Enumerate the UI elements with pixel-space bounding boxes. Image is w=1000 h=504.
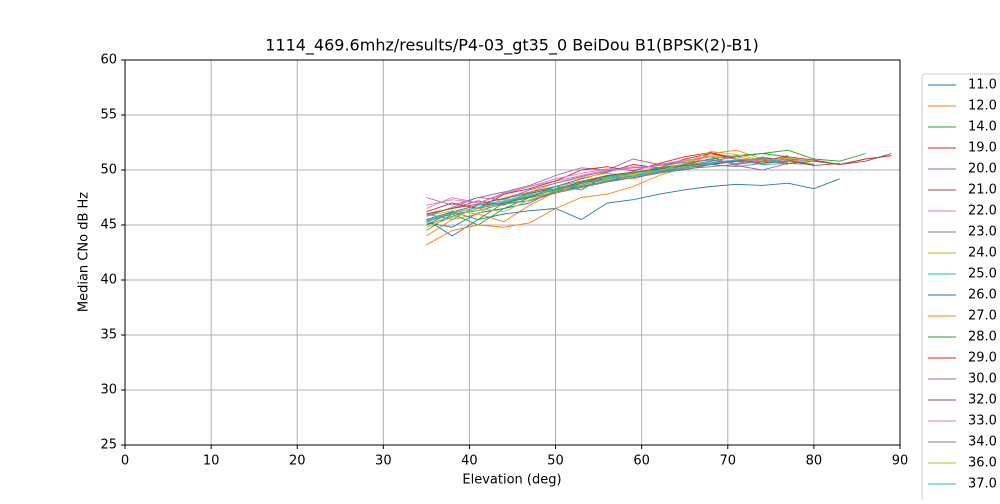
y-tick-label: 25 [100, 438, 117, 453]
series-line [426, 178, 840, 237]
x-tick-label: 90 [892, 454, 909, 469]
legend-label: 14.0 [968, 120, 997, 135]
x-tick-label: 30 [375, 454, 392, 469]
y-tick-label: 45 [100, 218, 117, 233]
y-axis-label: Median CNo dB Hz [77, 192, 92, 312]
x-tick-label: 50 [547, 454, 564, 469]
series-line [426, 153, 814, 237]
y-tick-label: 35 [100, 328, 117, 343]
legend-label: 22.0 [968, 204, 997, 219]
legend-label: 36.0 [968, 456, 997, 471]
series-line [426, 150, 789, 228]
legend-label: 25.0 [968, 267, 997, 282]
x-tick-label: 40 [461, 454, 478, 469]
legend-label: 30.0 [968, 372, 997, 387]
legend-label: 37.0 [968, 477, 997, 492]
legend-label: 23.0 [968, 225, 997, 240]
y-tick-label: 55 [100, 108, 117, 123]
series-line [426, 157, 840, 215]
legend-label: 21.0 [968, 183, 997, 198]
legend-label: 24.0 [968, 246, 997, 261]
legend-label: 12.0 [968, 99, 997, 114]
legend-label: 34.0 [968, 435, 997, 450]
legend-label: 28.0 [968, 330, 997, 345]
x-tick-label: 10 [203, 454, 220, 469]
legend-label: 20.0 [968, 162, 997, 177]
series-line [426, 160, 789, 223]
plot-frame [124, 59, 901, 446]
chart-title: 1114_469.6mhz/results/P4-03_gt35_0 BeiDo… [265, 36, 759, 56]
series-line [426, 155, 814, 217]
x-tick-label: 0 [121, 454, 129, 469]
legend-label: 32.0 [968, 393, 997, 408]
x-tick-label: 60 [633, 454, 650, 469]
y-tick-label: 50 [100, 163, 117, 178]
legend-label: 29.0 [968, 351, 997, 366]
y-tick-label: 40 [100, 273, 117, 288]
x-axis-label: Elevation (deg) [462, 473, 561, 488]
legend-label: 27.0 [968, 309, 997, 324]
series-line [426, 158, 789, 222]
x-tick-label: 70 [720, 454, 737, 469]
series-line [426, 149, 789, 246]
series-line [426, 156, 763, 206]
legend-box [921, 73, 1000, 504]
x-tick-label: 80 [806, 454, 823, 469]
y-tick-label: 60 [100, 53, 117, 68]
series-line [426, 156, 814, 206]
legend-label: 11.0 [968, 78, 997, 93]
legend-label: 33.0 [968, 414, 997, 429]
x-tick-label: 20 [289, 454, 306, 469]
series-line [426, 151, 789, 213]
legend-label: 26.0 [968, 288, 997, 303]
legend-label: 19.0 [968, 141, 997, 156]
y-tick-label: 30 [100, 383, 117, 398]
